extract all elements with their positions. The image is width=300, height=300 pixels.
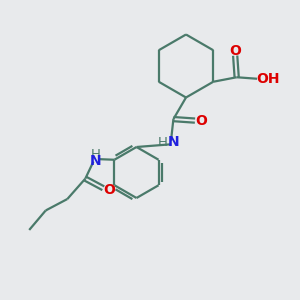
Text: N: N [168,135,179,149]
Text: O: O [229,44,241,58]
Text: N: N [90,154,102,168]
Text: OH: OH [257,72,280,86]
Text: O: O [195,114,207,128]
Text: H: H [158,136,167,149]
Text: H: H [91,148,101,161]
Text: O: O [103,183,115,197]
